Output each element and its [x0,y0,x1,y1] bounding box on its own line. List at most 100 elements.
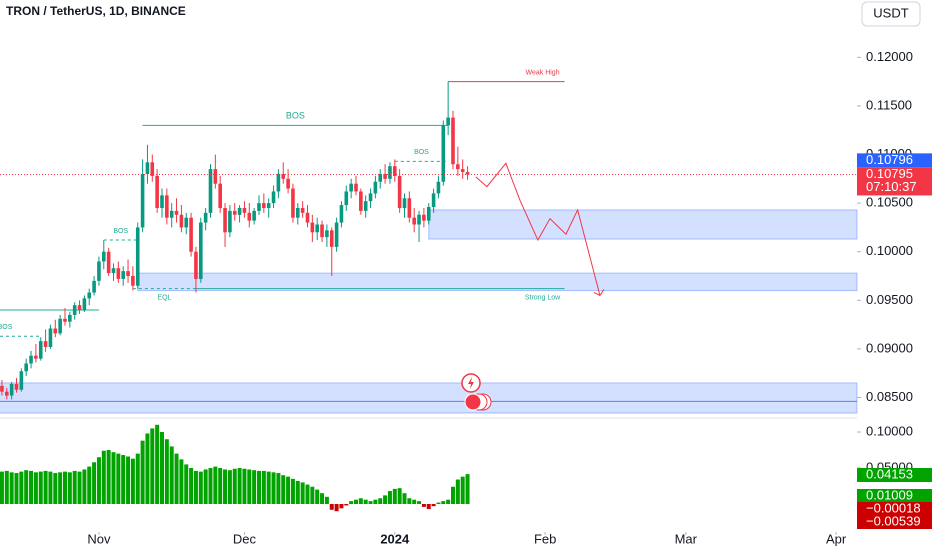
osc-bar [126,456,131,505]
osc-bar [237,468,242,505]
candle-body [388,166,392,179]
candle-body [291,188,295,218]
osc-bar [383,495,388,505]
osc-bar [33,472,38,505]
osc-bar [242,468,247,505]
x-tick-label: Mar [675,531,698,546]
candle-body [339,205,344,223]
osc-bar [227,470,232,505]
osc-bar [213,466,218,505]
candle-body [431,193,436,208]
candle-body [14,383,19,390]
osc-bar [111,452,116,505]
y-tick-label: 0.10500 [866,195,913,210]
osc-bar [169,446,174,505]
osc-bar [412,499,417,505]
candle-body [315,224,319,233]
candle-body [349,183,353,192]
osc-bar [155,424,160,505]
level-label: Weak High [525,69,559,76]
osc-bar [261,470,266,505]
osc-bar [455,479,460,505]
osc-bar [276,473,281,505]
osc-bar [43,470,48,505]
osc-bar [101,450,106,505]
candle-body [213,169,218,184]
currency-button[interactable] [861,1,921,27]
osc-bar [320,493,325,505]
x-tick-label: Dec [233,531,257,546]
candle-body [228,210,232,233]
candle-body [310,222,315,233]
candle-body [359,191,363,211]
candle-body [77,305,82,311]
candle-body [203,212,208,223]
level-label: BOS [414,149,429,156]
osc-label: −0.00539 [866,513,921,528]
osc-bar [203,469,208,505]
x-tick-label: Apr [826,531,847,546]
candle-body [407,198,412,218]
osc-bar [460,476,465,505]
currency[interactable]: USDT [873,5,908,20]
price-box [857,167,932,196]
candle-body [92,280,96,293]
projection-arrow [593,289,605,297]
candle-body [218,183,222,208]
osc-bar [38,471,43,505]
osc-bar [353,499,358,505]
price-box [857,153,932,168]
osc-bar [67,472,72,505]
osc-tick-label: 0.10000 [866,423,913,438]
candle-body [121,271,125,279]
candle-body [174,210,179,215]
candle-body [436,181,441,194]
osc-bar [266,471,271,505]
osc-bar [349,501,354,505]
candle-body [131,276,135,286]
osc-bar [72,470,77,505]
candle-body [101,251,106,262]
osc-bar [87,466,92,505]
candle-body [271,191,276,204]
candle-body [378,173,383,182]
osc-bar [232,468,237,505]
candle-body [417,214,421,225]
candle-body [397,175,402,208]
candle-body [237,207,242,215]
osc-bar [431,504,436,507]
osc-bar [247,469,252,505]
candle-body [247,212,252,221]
candle-body [140,173,145,228]
candle-body [63,318,67,322]
candle-body [34,355,38,359]
osc-bar [116,453,121,505]
candle-body [58,318,62,334]
candle-body [29,355,33,364]
x-tick-label: Nov [87,531,111,546]
osc-bar [0,471,4,505]
level-label: BOS [113,228,128,235]
candle-body [344,191,349,206]
candle-body [368,193,373,202]
candle-body [68,314,72,322]
candle-body [97,261,101,281]
osc-bar [29,470,34,505]
candle-body [0,385,4,392]
osc-bar [373,499,378,505]
candle-body [392,166,397,176]
candle-body [252,210,256,221]
osc-bar [281,475,286,505]
candle-body [412,217,416,225]
candle-body [223,207,227,233]
osc-bar [324,496,329,505]
candle-body [295,207,300,218]
osc-bar [446,499,451,505]
osc-bar [140,440,145,505]
y-tick-label: 0.10000 [866,243,913,258]
osc-bar [164,439,169,505]
osc-bar [465,474,470,505]
osc-bar [184,464,189,505]
price-label: 0.10796 [866,152,913,167]
candle-body [465,172,470,175]
